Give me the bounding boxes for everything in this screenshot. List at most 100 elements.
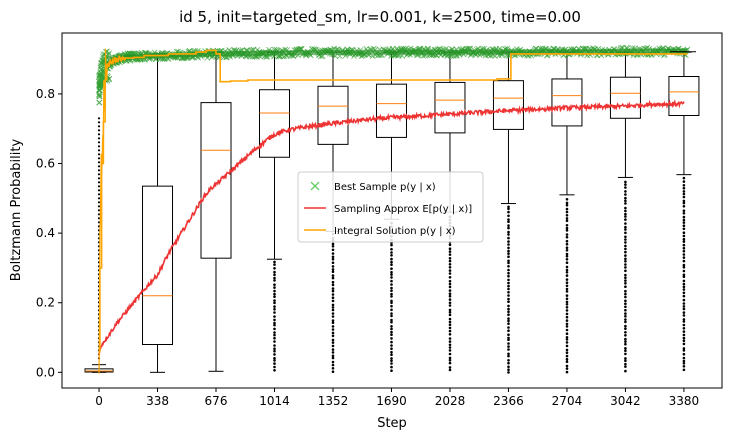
box-outlier-point: [273, 349, 276, 353]
box-outlier-point: [565, 261, 569, 265]
box-outlier-point: [682, 246, 686, 250]
box-outlier-point: [273, 353, 276, 356]
box-outlier-point: [682, 176, 686, 180]
box-outlier-point: [565, 336, 569, 339]
box-outlier-point: [682, 263, 686, 267]
box-body: [375, 83, 407, 138]
box-outlier-point: [624, 359, 627, 363]
box-outlier-point: [273, 263, 276, 266]
box-outlier-point: [682, 294, 686, 298]
box-outlier-point: [507, 342, 510, 345]
box-outlier-point: [565, 341, 569, 344]
box-outlier-point: [624, 228, 627, 231]
box-outlier-point: [448, 298, 452, 301]
box-outlier-point: [331, 360, 335, 364]
x-tick-label: 2704: [552, 394, 583, 408]
plot-area: [84, 44, 700, 374]
box-outlier-point: [390, 350, 393, 354]
box-outlier-point: [390, 257, 393, 261]
box-outlier-point: [390, 270, 393, 274]
box-outlier-point: [624, 209, 627, 213]
box-outlier-point: [448, 337, 452, 340]
box-outlier-point: [448, 294, 452, 298]
box-outlier-point: [565, 309, 569, 312]
box-outlier-point: [331, 351, 335, 354]
box-outlier-point: [507, 313, 510, 317]
box-outlier-point: [624, 357, 627, 360]
box-outlier-point: [448, 368, 452, 372]
box-outlier-point: [682, 259, 686, 263]
box-outlier-point: [507, 304, 510, 308]
legend-entry-best-sample: Best Sample p(y | x): [310, 181, 436, 193]
box-outlier-point: [507, 300, 510, 304]
box-outlier-point: [565, 207, 569, 211]
box-outlier-point: [565, 229, 569, 232]
box-outlier-point: [331, 287, 335, 290]
box-outlier-point: [507, 255, 510, 258]
box-outlier-point: [565, 319, 569, 322]
box-outlier-point: [507, 243, 510, 246]
box-outlier-point: [390, 295, 393, 298]
box-outlier-point: [448, 263, 452, 266]
box-outlier-point: [507, 246, 510, 250]
box-outlier-point: [97, 149, 101, 152]
box-outlier-point: [507, 361, 510, 365]
box-outlier-point: [448, 358, 452, 362]
box-outlier-point: [448, 292, 452, 296]
box-outlier-point: [507, 268, 510, 272]
box-outlier-point: [624, 334, 627, 337]
box-outlier-point: [448, 259, 452, 263]
box-outlier-point: [507, 205, 510, 209]
box-outlier-point: [448, 289, 452, 292]
box-outlier-point: [331, 268, 335, 271]
box-outlier-point: [565, 252, 569, 256]
box-outlier-point: [448, 356, 452, 360]
y-tick-label: 0.4: [36, 226, 55, 240]
box-outlier-point: [390, 327, 393, 331]
box-outlier-point: [682, 256, 686, 259]
box-outlier-point: [390, 301, 393, 305]
box-outlier-point: [565, 297, 569, 301]
box-outlier-point: [390, 314, 393, 318]
box-outlier-point: [624, 308, 627, 312]
box-outlier-point: [448, 366, 452, 369]
box-outlier-point: [624, 342, 627, 346]
box-outlier-point: [682, 365, 686, 368]
box-outlier-point: [507, 329, 510, 333]
box-outlier-point: [565, 306, 569, 309]
box-outlier-point: [565, 226, 569, 230]
box-outlier-point: [624, 199, 627, 203]
box-outlier-point: [565, 303, 569, 306]
box-outlier-point: [331, 363, 335, 367]
box-outlier-point: [565, 300, 569, 304]
box-outlier-point: [331, 248, 335, 252]
box-outlier-point: [448, 253, 452, 256]
box-outlier-point: [624, 320, 627, 324]
chart-title: id 5, init=targeted_sm, lr=0.001, k=2500…: [179, 8, 581, 27]
box-outlier-point: [565, 357, 569, 361]
box-outlier-point: [273, 356, 276, 360]
box-outlier-point: [682, 311, 686, 314]
box-outlier-point: [682, 362, 686, 365]
box-outlier-point: [448, 352, 452, 356]
y-tick-label: 0.6: [36, 157, 55, 171]
box-outlier-point: [273, 273, 276, 277]
box-outlier-point: [565, 239, 569, 243]
box-outlier-point: [448, 329, 452, 333]
box-outlier-point: [565, 254, 569, 258]
box-outlier-point: [624, 241, 627, 244]
box-outlier-point: [331, 283, 335, 287]
box-outlier-point: [565, 265, 569, 269]
box-outlier-point: [331, 344, 335, 348]
box-outlier-point: [682, 240, 686, 243]
box-outlier-point: [682, 199, 686, 203]
box-outlier-point: [565, 370, 569, 374]
box-outlier-point: [273, 267, 276, 270]
box-outlier-point: [624, 215, 627, 218]
y-axis-label: Boltzmann Probability: [9, 139, 24, 282]
box-outlier-point: [390, 273, 393, 276]
box-outlier-point: [682, 265, 686, 269]
box-outlier-point: [624, 347, 627, 350]
box-outlier-point: [273, 260, 276, 264]
box-outlier-point: [682, 180, 686, 183]
